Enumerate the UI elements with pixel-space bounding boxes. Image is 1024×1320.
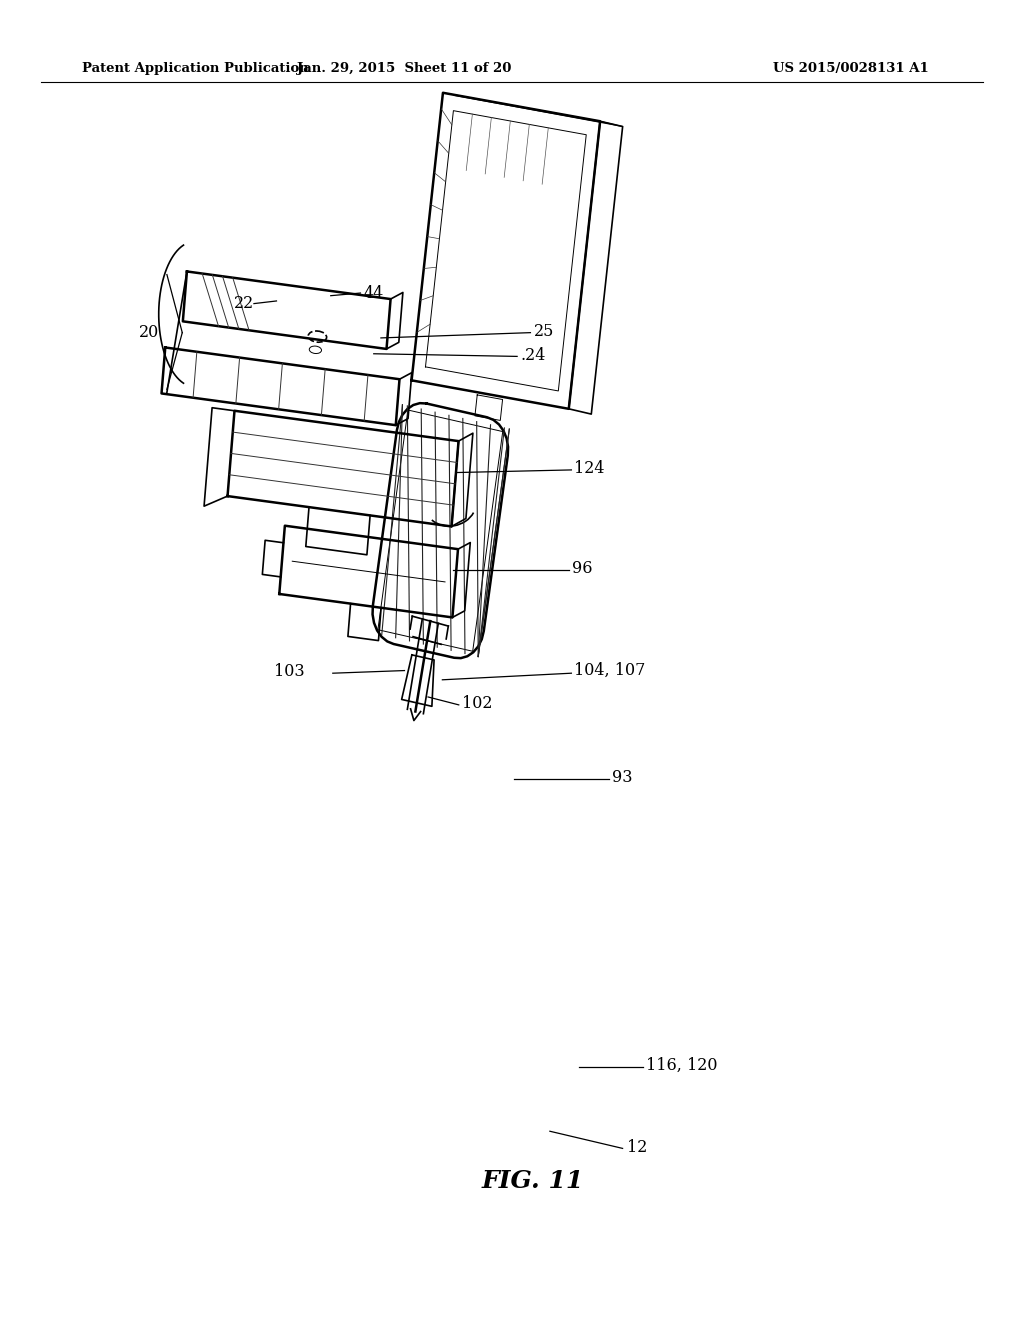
Text: 22: 22 [233, 296, 254, 312]
Text: Patent Application Publication: Patent Application Publication [82, 62, 308, 75]
Text: FIG. 11: FIG. 11 [481, 1170, 584, 1193]
Text: 20: 20 [138, 325, 159, 341]
Text: Jan. 29, 2015  Sheet 11 of 20: Jan. 29, 2015 Sheet 11 of 20 [297, 62, 512, 75]
Text: 104, 107: 104, 107 [574, 663, 646, 678]
Text: 124: 124 [574, 461, 605, 477]
Text: 102: 102 [462, 696, 493, 711]
Text: 12: 12 [627, 1139, 647, 1155]
Text: 44: 44 [364, 285, 384, 301]
Text: 93: 93 [612, 770, 633, 785]
Text: 96: 96 [572, 561, 593, 577]
Text: US 2015/0028131 A1: US 2015/0028131 A1 [773, 62, 929, 75]
Text: 116, 120: 116, 120 [646, 1057, 718, 1073]
Text: .24: .24 [520, 347, 546, 363]
Text: 25: 25 [534, 323, 554, 339]
Text: 103: 103 [274, 664, 305, 680]
